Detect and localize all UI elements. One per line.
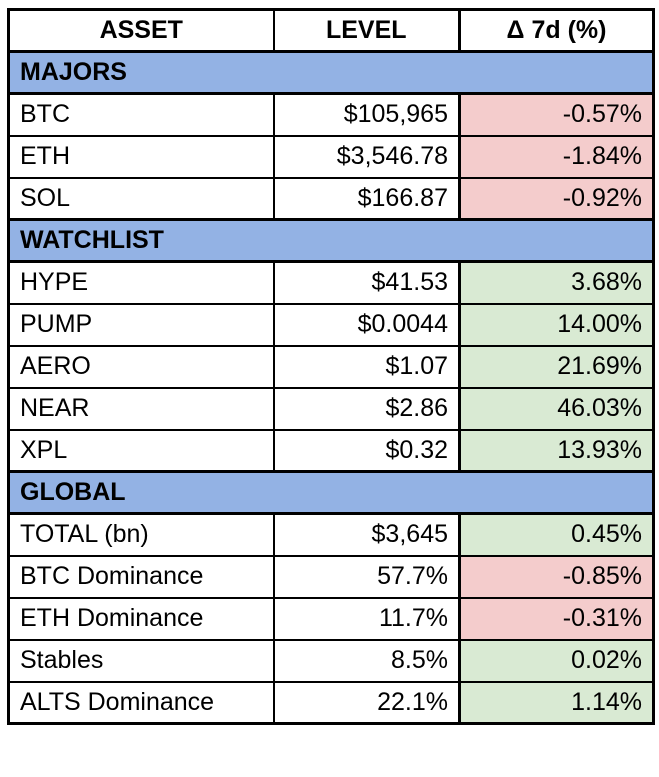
delta-7d-cell: 14.00% (458, 302, 655, 347)
table-row: PUMP $0.0044 14.00% (7, 302, 655, 347)
table-row: ETH Dominance 11.7% -0.31% (7, 596, 655, 641)
table-body: MAJORS BTC $105,965 -0.57% ETH $3,546.78 -1.84… (7, 50, 655, 725)
level-cell: $105,965 (272, 92, 461, 137)
section-label: MAJORS (7, 50, 655, 95)
level-cell: 11.7% (272, 596, 461, 641)
level-cell: $0.32 (272, 428, 461, 473)
asset-cell: BTC (7, 92, 275, 137)
column-header-asset: ASSET (7, 8, 275, 53)
delta-7d-cell: -1.84% (458, 134, 655, 179)
table-row: TOTAL (bn) $3,645 0.45% (7, 512, 655, 557)
asset-cell: ETH (7, 134, 275, 179)
asset-cell: NEAR (7, 386, 275, 431)
delta-7d-cell: -0.85% (458, 554, 655, 599)
table-row: ALTS Dominance 22.1% 1.14% (7, 680, 655, 725)
delta-7d-cell: 1.14% (458, 680, 655, 725)
delta-7d-cell: 0.45% (458, 512, 655, 557)
asset-cell: HYPE (7, 260, 275, 305)
table-row: HYPE $41.53 3.68% (7, 260, 655, 305)
asset-cell: AERO (7, 344, 275, 389)
asset-cell: PUMP (7, 302, 275, 347)
asset-cell: Stables (7, 638, 275, 683)
section-row: MAJORS (7, 50, 655, 95)
section-label: GLOBAL (7, 470, 655, 515)
level-cell: $3,645 (272, 512, 461, 557)
level-cell: 8.5% (272, 638, 461, 683)
table-row: Stables 8.5% 0.02% (7, 638, 655, 683)
level-cell: $41.53 (272, 260, 461, 305)
delta-7d-cell: -0.31% (458, 596, 655, 641)
level-cell: $2.86 (272, 386, 461, 431)
level-cell: $3,546.78 (272, 134, 461, 179)
delta-7d-cell: 3.68% (458, 260, 655, 305)
level-cell: $166.87 (272, 176, 461, 221)
header-row: ASSET LEVEL Δ 7d (%) (7, 8, 655, 53)
column-header-level: LEVEL (272, 8, 461, 53)
table-header: ASSET LEVEL Δ 7d (%) (7, 8, 655, 53)
table-row: SOL $166.87 -0.92% (7, 176, 655, 221)
table-row: ETH $3,546.78 -1.84% (7, 134, 655, 179)
section-label: WATCHLIST (7, 218, 655, 263)
level-cell: $0.0044 (272, 302, 461, 347)
table-row: AERO $1.07 21.69% (7, 344, 655, 389)
section-row: GLOBAL (7, 470, 655, 515)
delta-7d-cell: 46.03% (458, 386, 655, 431)
table-row: BTC Dominance 57.7% -0.85% (7, 554, 655, 599)
asset-cell: SOL (7, 176, 275, 221)
table-row: XPL $0.32 13.93% (7, 428, 655, 473)
section-row: WATCHLIST (7, 218, 655, 263)
delta-7d-cell: -0.57% (458, 92, 655, 137)
level-cell: $1.07 (272, 344, 461, 389)
asset-cell: TOTAL (bn) (7, 512, 275, 557)
crypto-price-table-wrapper: ASSET LEVEL Δ 7d (%) MAJORS BTC $105,965 -0… (7, 8, 655, 725)
delta-7d-cell: -0.92% (458, 176, 655, 221)
table-row: NEAR $2.86 46.03% (7, 386, 655, 431)
delta-7d-cell: 0.02% (458, 638, 655, 683)
asset-cell: BTC Dominance (7, 554, 275, 599)
delta-7d-cell: 13.93% (458, 428, 655, 473)
crypto-price-table: ASSET LEVEL Δ 7d (%) MAJORS BTC $105,965 -0… (7, 8, 655, 725)
asset-cell: ALTS Dominance (7, 680, 275, 725)
delta-7d-cell: 21.69% (458, 344, 655, 389)
asset-cell: ETH Dominance (7, 596, 275, 641)
asset-cell: XPL (7, 428, 275, 473)
level-cell: 22.1% (272, 680, 461, 725)
column-header-delta-7d: Δ 7d (%) (458, 8, 655, 53)
level-cell: 57.7% (272, 554, 461, 599)
table-row: BTC $105,965 -0.57% (7, 92, 655, 137)
